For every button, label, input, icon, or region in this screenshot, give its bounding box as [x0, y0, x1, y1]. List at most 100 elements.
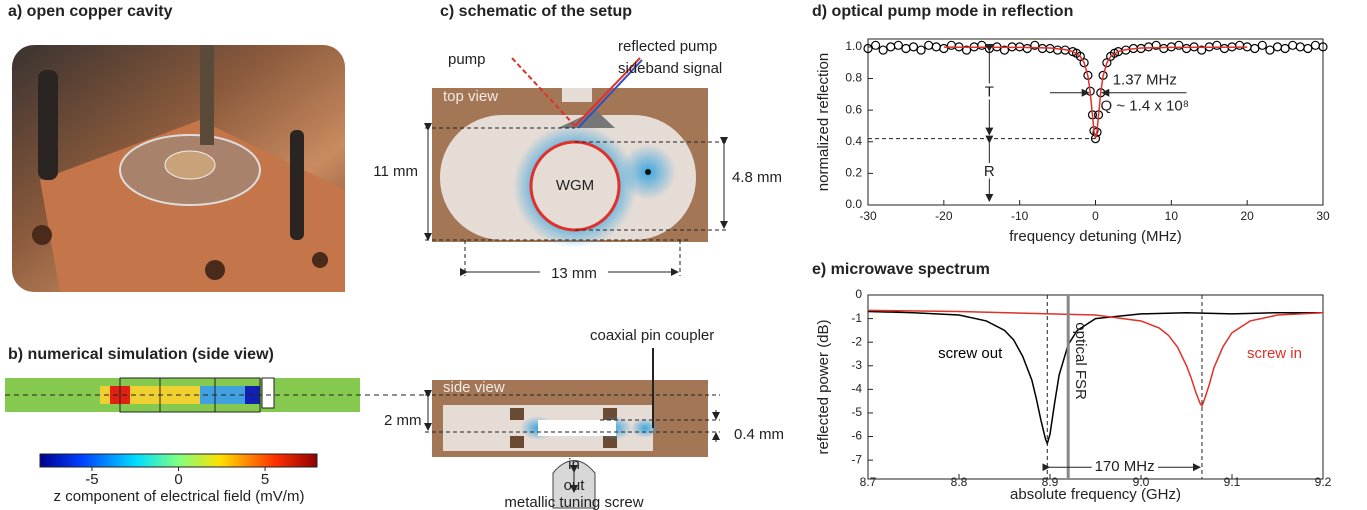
label: 4.8 mm	[732, 169, 782, 186]
label: coaxial pin coupler	[590, 327, 714, 344]
data-point	[863, 43, 873, 54]
y-tick-label: 0.8	[845, 71, 862, 85]
data-point	[1272, 42, 1283, 52]
data-point	[870, 40, 881, 50]
data-point	[1310, 40, 1321, 50]
x-tick-label: 20	[1240, 209, 1254, 223]
data-point	[946, 40, 957, 50]
data-point	[916, 45, 926, 55]
x-tick-label: 9.0	[1133, 475, 1150, 489]
data-point	[1257, 40, 1267, 50]
annotation: Q ~ 1.4 x 10⁸	[1101, 98, 1189, 115]
y-tick-label: -7	[851, 452, 862, 466]
x-tick-label: 10	[1165, 209, 1179, 223]
panel-title: c) schematic of the setup	[440, 3, 632, 20]
legend-label: screw in	[1247, 345, 1302, 362]
x-tick-label: 9.1	[1224, 475, 1241, 489]
y-tick-label: -3	[851, 358, 862, 372]
data-point	[999, 45, 1010, 55]
data-point	[1030, 40, 1040, 50]
data-point	[1174, 40, 1184, 50]
label: 13 mm	[551, 265, 597, 282]
data-point	[1250, 43, 1260, 54]
label: 11 mm	[373, 163, 418, 180]
data-point	[939, 43, 949, 54]
data-point	[1212, 40, 1222, 50]
label: sideband signal	[618, 60, 722, 77]
chart-title: e) microwave spectrum	[812, 261, 990, 278]
y-tick-label: -1	[851, 311, 862, 325]
x-tick-label: 30	[1316, 209, 1330, 223]
label: WGM	[556, 177, 594, 194]
annotation: T	[985, 84, 994, 101]
y-axis-label: normalized reflection	[815, 53, 832, 191]
legend-label: screw out	[938, 345, 1003, 362]
label: pump	[448, 51, 486, 68]
top-view	[424, 57, 728, 276]
annotation: R	[984, 163, 995, 180]
data-point	[1159, 43, 1169, 54]
x-tick-label: 8.8	[951, 475, 968, 489]
data-point	[1181, 43, 1192, 54]
data-point	[901, 43, 911, 54]
plot-frame	[867, 294, 1324, 480]
y-tick-label: 0.6	[845, 102, 862, 116]
x-tick-label: -10	[1011, 209, 1029, 223]
y-axis-label: reflected power (dB)	[815, 319, 832, 454]
data-point	[1318, 42, 1328, 52]
panel-title: a) open copper cavity	[8, 3, 173, 20]
label: reflected pump	[618, 38, 717, 55]
data-point	[1265, 45, 1275, 55]
tick-label: 5	[261, 471, 269, 488]
panel-title: b) numerical simulation (side view)	[8, 346, 274, 363]
label: in	[568, 456, 580, 473]
data-point	[1303, 43, 1313, 54]
x-tick-label: -20	[935, 209, 953, 223]
data-point	[1197, 45, 1207, 55]
x-tick-label: 9.2	[1315, 475, 1332, 489]
label: 0.4 mm	[734, 426, 784, 443]
side-view	[424, 348, 720, 509]
x-tick-label: 8.7	[860, 475, 877, 489]
data-point	[893, 40, 903, 50]
tick-label: 0	[174, 471, 182, 488]
label: side view	[443, 379, 505, 396]
data-point	[961, 45, 972, 55]
y-tick-label: -5	[851, 405, 862, 419]
y-tick-label: -2	[851, 334, 862, 348]
label: top view	[443, 88, 498, 105]
data-point	[924, 40, 934, 50]
x-tick-label: -30	[859, 209, 877, 223]
data-point	[1288, 40, 1298, 50]
data-point	[931, 42, 941, 52]
data-point	[977, 40, 987, 50]
data-point	[1280, 43, 1290, 54]
data-point	[1219, 43, 1230, 54]
x-axis-label: frequency detuning (MHz)	[1009, 228, 1182, 245]
plot-frame	[867, 38, 1324, 206]
y-tick-label: -6	[851, 429, 862, 443]
x-tick-label: 8.9	[1042, 475, 1059, 489]
y-tick-label: 0.0	[845, 197, 862, 211]
y-tick-label: 1.0	[845, 39, 862, 53]
data-point	[878, 45, 888, 55]
series-line	[867, 310, 1323, 446]
label: 2 mm	[384, 412, 422, 429]
photo	[12, 45, 345, 292]
data-point	[1234, 40, 1245, 50]
data-point	[1079, 58, 1089, 68]
y-tick-label: 0	[855, 287, 862, 301]
tick-label: -5	[85, 471, 98, 488]
data-point	[1151, 40, 1161, 50]
series-line	[867, 309, 1324, 408]
x-tick-label: 0	[1092, 209, 1099, 223]
label: out	[564, 477, 586, 494]
data-point	[1143, 42, 1154, 52]
colorbar-label: z component of electrical field (mV/m)	[54, 488, 305, 505]
y-tick-label: 0.2	[845, 166, 862, 180]
simulation-map	[5, 377, 430, 413]
y-tick-label: -4	[851, 382, 862, 396]
y-tick-label: 0.4	[845, 134, 862, 148]
chart-title: d) optical pump mode in reflection	[812, 3, 1073, 20]
